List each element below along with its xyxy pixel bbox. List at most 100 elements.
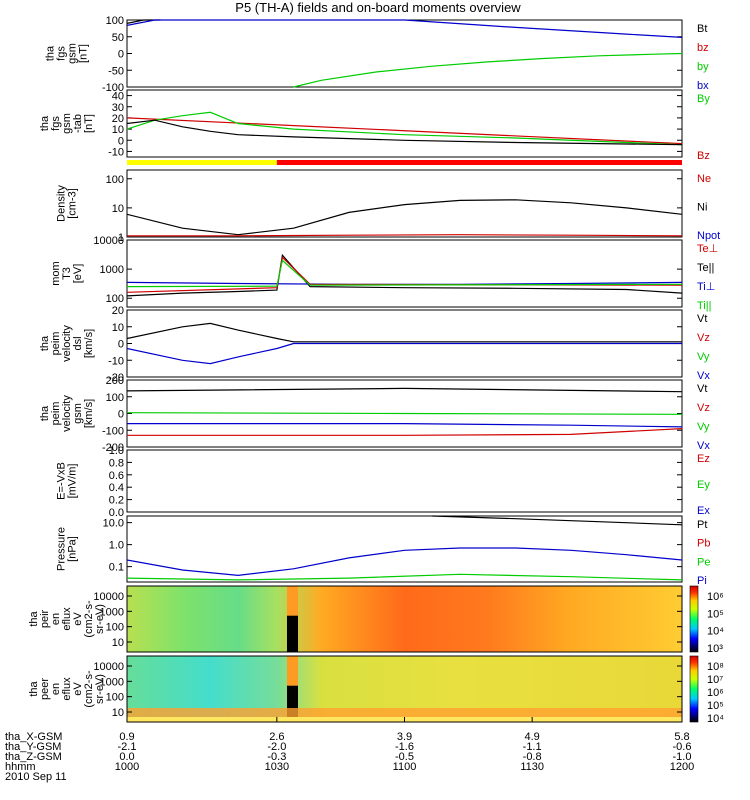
legend-entry: Pi <box>697 575 707 587</box>
y-tick-label: 100 <box>106 622 124 634</box>
y-tick-label: 40 <box>112 91 124 103</box>
y-tick-label: 0 <box>118 135 124 147</box>
y-tick-label: 100 <box>106 293 124 305</box>
y-tick-label: 10 <box>112 322 124 334</box>
y-axis-label: sr-eV) <box>94 604 106 634</box>
legend-entry: Vx <box>697 370 710 382</box>
y-tick-label: 200 <box>106 375 124 387</box>
y-tick-label: 100 <box>106 15 124 27</box>
legend-entry: Vt <box>697 383 707 395</box>
y-axis-label: E=-VxB <box>56 462 68 500</box>
series-Pt <box>432 515 683 526</box>
spectrogram-gap <box>287 656 298 686</box>
legend-entry: Ez <box>697 453 710 465</box>
series-Ne <box>127 234 683 237</box>
spectrogram-gap <box>287 586 298 616</box>
y-axis-label: eV <box>72 612 84 626</box>
y-tick-label: 10000 <box>93 235 124 247</box>
y-tick-label: 0.2 <box>109 495 124 507</box>
x-axis-labels: tha_X-GSM 0.9 2.6 3.9 4.9 5.8 tha_Y-GSM -2.1 -2.… <box>5 717 694 783</box>
y-axis-label: tha <box>28 680 40 696</box>
y-axis-label: [nPa] <box>67 536 79 562</box>
y-axis-label: [km/s] <box>83 329 95 358</box>
y-tick-label: 100 <box>106 392 124 404</box>
legend-entry: Vz <box>697 332 710 344</box>
y-tick-label: -10 <box>108 355 124 367</box>
series-Vx <box>126 342 682 365</box>
y-tick-label: 10000 <box>93 591 124 603</box>
legend-entry: By <box>697 93 710 105</box>
series-Vy <box>126 412 683 415</box>
y-tick-label: 10 <box>112 707 124 719</box>
y-axis-label: en <box>50 613 62 625</box>
y-tick-label: 1.0 <box>109 445 124 457</box>
legend-entry: Pe <box>697 556 710 568</box>
y-axis-label: tha <box>39 115 51 131</box>
y-tick-label: 0.4 <box>109 482 124 494</box>
y-axis-label: Pressure <box>56 527 68 571</box>
legend-entry: Ni <box>697 202 707 214</box>
panel-frame <box>126 449 683 513</box>
y-tick-label: 0.8 <box>109 457 124 469</box>
x-tick-label: -1.0 <box>673 751 692 763</box>
legend-entry: Ti|| <box>697 300 711 312</box>
y-tick-label: 50 <box>112 32 124 44</box>
y-tick-label: 1.0 <box>109 540 124 552</box>
y-axis-label: [cm-3] <box>67 188 79 219</box>
series-Vx <box>127 423 683 428</box>
series-Ni <box>126 199 683 236</box>
y-tick-label: 1 <box>118 232 124 244</box>
legend-entry: bx <box>697 80 709 92</box>
colorbar-tick-label: 10⁵ <box>707 608 724 620</box>
mode-bar <box>127 160 277 165</box>
legend-entry: bz <box>697 42 709 54</box>
y-axis-label: dsl <box>72 336 84 350</box>
y-axis-label: (cm2-s- <box>83 600 95 638</box>
x-tick-label: 1130 <box>520 761 544 773</box>
colorbar-tick-label: 10⁶ <box>707 591 724 603</box>
y-tick-label: -20 <box>108 372 124 384</box>
legend-entry: Bt <box>697 23 707 35</box>
y-tick-label: -100 <box>102 425 124 437</box>
y-axis-label: eV <box>72 682 84 696</box>
y-tick-label: -100 <box>102 82 124 94</box>
y-axis-label: mom <box>50 261 62 285</box>
y-tick-label: 10 <box>112 637 124 649</box>
x-tick-label: 5.8 <box>674 731 689 743</box>
colorbar-tick-label: 10⁶ <box>707 687 724 699</box>
y-axis-label: velocity <box>61 395 73 432</box>
y-tick-label: 0 <box>118 339 124 351</box>
y-axis-label: T3 <box>61 267 73 280</box>
legend-entry: Te⊥ <box>697 243 718 255</box>
y-axis-label: velocity <box>61 325 73 362</box>
series-Bt <box>126 119 683 146</box>
y-tick-label: 0.0 <box>109 507 124 519</box>
x-row-label: tha_X-GSM <box>5 731 62 743</box>
panel-peim_velocity_dsl: 20 10 0 -10 -20 tha peim velocity dsl [km/s] Vt Vz V… <box>39 305 710 384</box>
y-axis-label: fgs <box>56 46 68 61</box>
y-tick-label: -200 <box>102 442 124 454</box>
panel-frame <box>126 169 683 238</box>
panel-pressure: 10.0 1.0 0.1 Pressure [nPa] Pt Pb Pe Pi <box>56 515 710 587</box>
y-tick-label: 1000 <box>100 676 124 688</box>
x-tick-label: 0.9 <box>119 731 134 743</box>
y-axis-label: peir <box>39 609 51 628</box>
y-tick-label: 10.0 <box>103 518 124 530</box>
legend-entry: Pb <box>697 538 710 550</box>
y-axis-label: [eV] <box>72 264 84 284</box>
x-tick-label: -0.8 <box>523 751 542 763</box>
series-Vt <box>126 387 683 393</box>
series-Te⊥ <box>126 256 683 293</box>
x-row-label: hhmm <box>5 761 36 773</box>
date-label: 2010 Sep 11 <box>5 771 67 783</box>
series-Ti|| <box>126 259 683 288</box>
x-tick-label: 1030 <box>265 761 289 773</box>
x-tick-label: -1.1 <box>523 741 542 753</box>
y-axis-label: eflux <box>61 677 73 701</box>
legend-entry: Vx <box>697 440 710 452</box>
y-tick-label: 0 <box>118 49 124 61</box>
legend-entry: Npot <box>697 230 720 242</box>
y-axis-label: peim <box>50 402 62 426</box>
legend-entry: Ne <box>697 173 711 185</box>
